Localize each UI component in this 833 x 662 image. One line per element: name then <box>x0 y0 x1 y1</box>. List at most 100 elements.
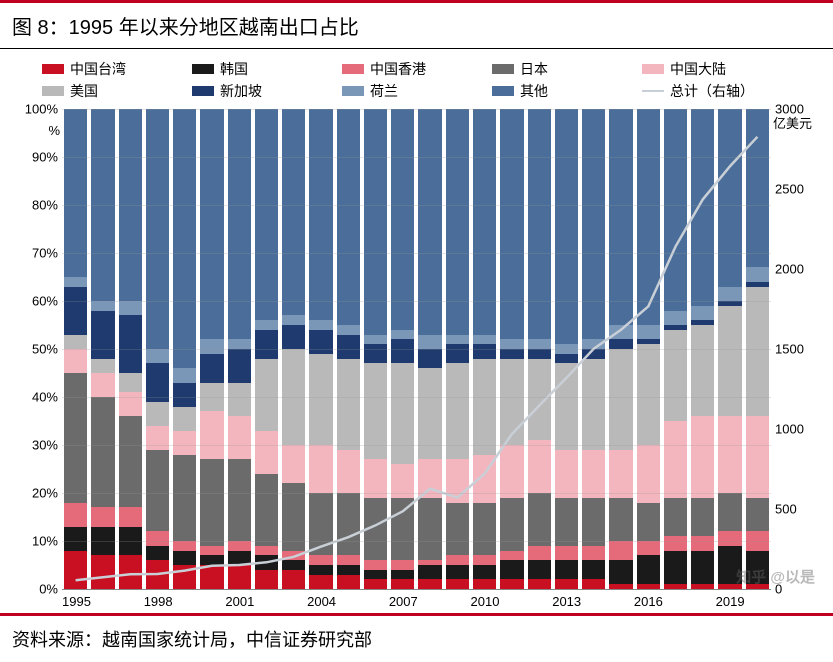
bar-segment <box>146 546 169 560</box>
y-axis-right: 亿美元 050010001500200025003000 <box>771 109 821 590</box>
bar-segment <box>664 109 687 311</box>
legend-item: 日本 <box>492 59 642 79</box>
bar-segment <box>364 498 387 560</box>
bar-segment <box>637 584 660 589</box>
bar-segment <box>200 546 223 556</box>
x-tick <box>173 594 199 609</box>
gridline <box>62 349 771 350</box>
bar-segment <box>173 383 196 407</box>
bar-segment <box>337 450 360 493</box>
bar-segment <box>91 555 114 589</box>
bar-segment <box>555 450 578 498</box>
bar-segment <box>173 551 196 565</box>
bar-segment <box>309 445 332 493</box>
legend-label: 中国香港 <box>370 59 426 79</box>
bar-segment <box>555 363 578 449</box>
bar-segment <box>119 315 142 373</box>
bar-segment <box>64 109 87 277</box>
x-tick: 2019 <box>716 594 745 609</box>
plot-area <box>62 109 771 590</box>
bar-segment <box>500 109 523 339</box>
bar-segment <box>200 411 223 459</box>
bar-segment <box>609 109 632 325</box>
legend-swatch <box>342 86 364 96</box>
bar-segment <box>282 551 305 561</box>
legend-label: 中国台湾 <box>70 59 126 79</box>
bar-segment <box>64 551 87 589</box>
bar-segment <box>255 555 278 569</box>
legend-item: 新加坡 <box>192 81 342 101</box>
bar-segment <box>691 536 714 550</box>
bar-segment <box>173 455 196 541</box>
legend: 中国台湾韩国中国香港日本中国大陆美国新加坡荷兰其他总计（右轴） <box>12 59 821 109</box>
bar-segment <box>582 450 605 498</box>
bar-segment <box>255 320 278 330</box>
bar-segment <box>418 579 441 589</box>
x-tick: 2016 <box>634 594 663 609</box>
bar-segment <box>200 565 223 589</box>
y-left-tick: 10% <box>32 534 58 549</box>
x-tick: 1998 <box>144 594 173 609</box>
bar-segment <box>582 349 605 359</box>
bar-segment <box>418 565 441 579</box>
y-left-tick: 90% <box>32 150 58 165</box>
legend-label: 荷兰 <box>370 81 398 101</box>
bar-segment <box>337 575 360 589</box>
bar-segment <box>228 383 251 417</box>
bar-segment <box>337 335 360 359</box>
bar-segment <box>391 330 414 340</box>
bar-segment <box>446 565 469 579</box>
bar-segment <box>718 531 741 545</box>
legend-item: 荷兰 <box>342 81 492 101</box>
bar-segment <box>173 565 196 589</box>
bar-segment <box>309 493 332 555</box>
bar-segment <box>418 498 441 560</box>
bar-segment <box>446 579 469 589</box>
bar-segment <box>64 277 87 287</box>
bar-segment <box>555 498 578 546</box>
y-right-tick: 1500 <box>775 342 804 357</box>
bar-segment <box>119 507 142 526</box>
bar-segment <box>146 426 169 450</box>
bar-segment <box>64 349 87 373</box>
y-left-tick: 80% <box>32 198 58 213</box>
bar-segment <box>337 565 360 575</box>
bar-segment <box>91 359 114 373</box>
bar-segment <box>391 498 414 560</box>
legend-label: 总计（右轴） <box>670 81 754 101</box>
bar-segment <box>337 493 360 555</box>
bar-segment <box>473 503 496 556</box>
x-tick: 2001 <box>225 594 254 609</box>
bar-segment <box>255 330 278 359</box>
plot-wrap: % 0%10%20%30%40%50%60%70%80%90%100% 亿美元 … <box>12 109 821 590</box>
bar-segment <box>609 339 632 349</box>
bar-segment <box>309 330 332 354</box>
x-tick <box>199 594 225 609</box>
y-left-unit: % <box>48 123 60 138</box>
chart-title: 图 8：1995 年以来分地区越南出口占比 <box>12 17 359 39</box>
bar-segment <box>64 527 87 551</box>
bar-segment <box>200 555 223 565</box>
y-left-tick: 50% <box>32 342 58 357</box>
bar-segment <box>637 503 660 541</box>
bar-segment <box>582 109 605 339</box>
bar-segment <box>609 450 632 498</box>
x-tick <box>608 594 634 609</box>
gridline <box>62 109 771 110</box>
source-text: 资料来源：越南国家统计局，中信证券研究部 <box>12 630 372 650</box>
x-tick <box>526 594 552 609</box>
gridline <box>62 445 771 446</box>
gridline <box>62 397 771 398</box>
bar-segment <box>391 560 414 570</box>
bar-segment <box>119 373 142 392</box>
bar-segment <box>146 531 169 545</box>
bar-segment <box>146 349 169 363</box>
bar-segment <box>228 551 251 565</box>
bar-segment <box>119 392 142 416</box>
x-tick: 2013 <box>552 594 581 609</box>
x-axis: 199519982001200420072010201320162019 <box>12 590 821 609</box>
bar-segment <box>146 402 169 426</box>
bar-segment <box>637 344 660 445</box>
bar-segment <box>64 335 87 349</box>
bar-segment <box>282 325 305 349</box>
